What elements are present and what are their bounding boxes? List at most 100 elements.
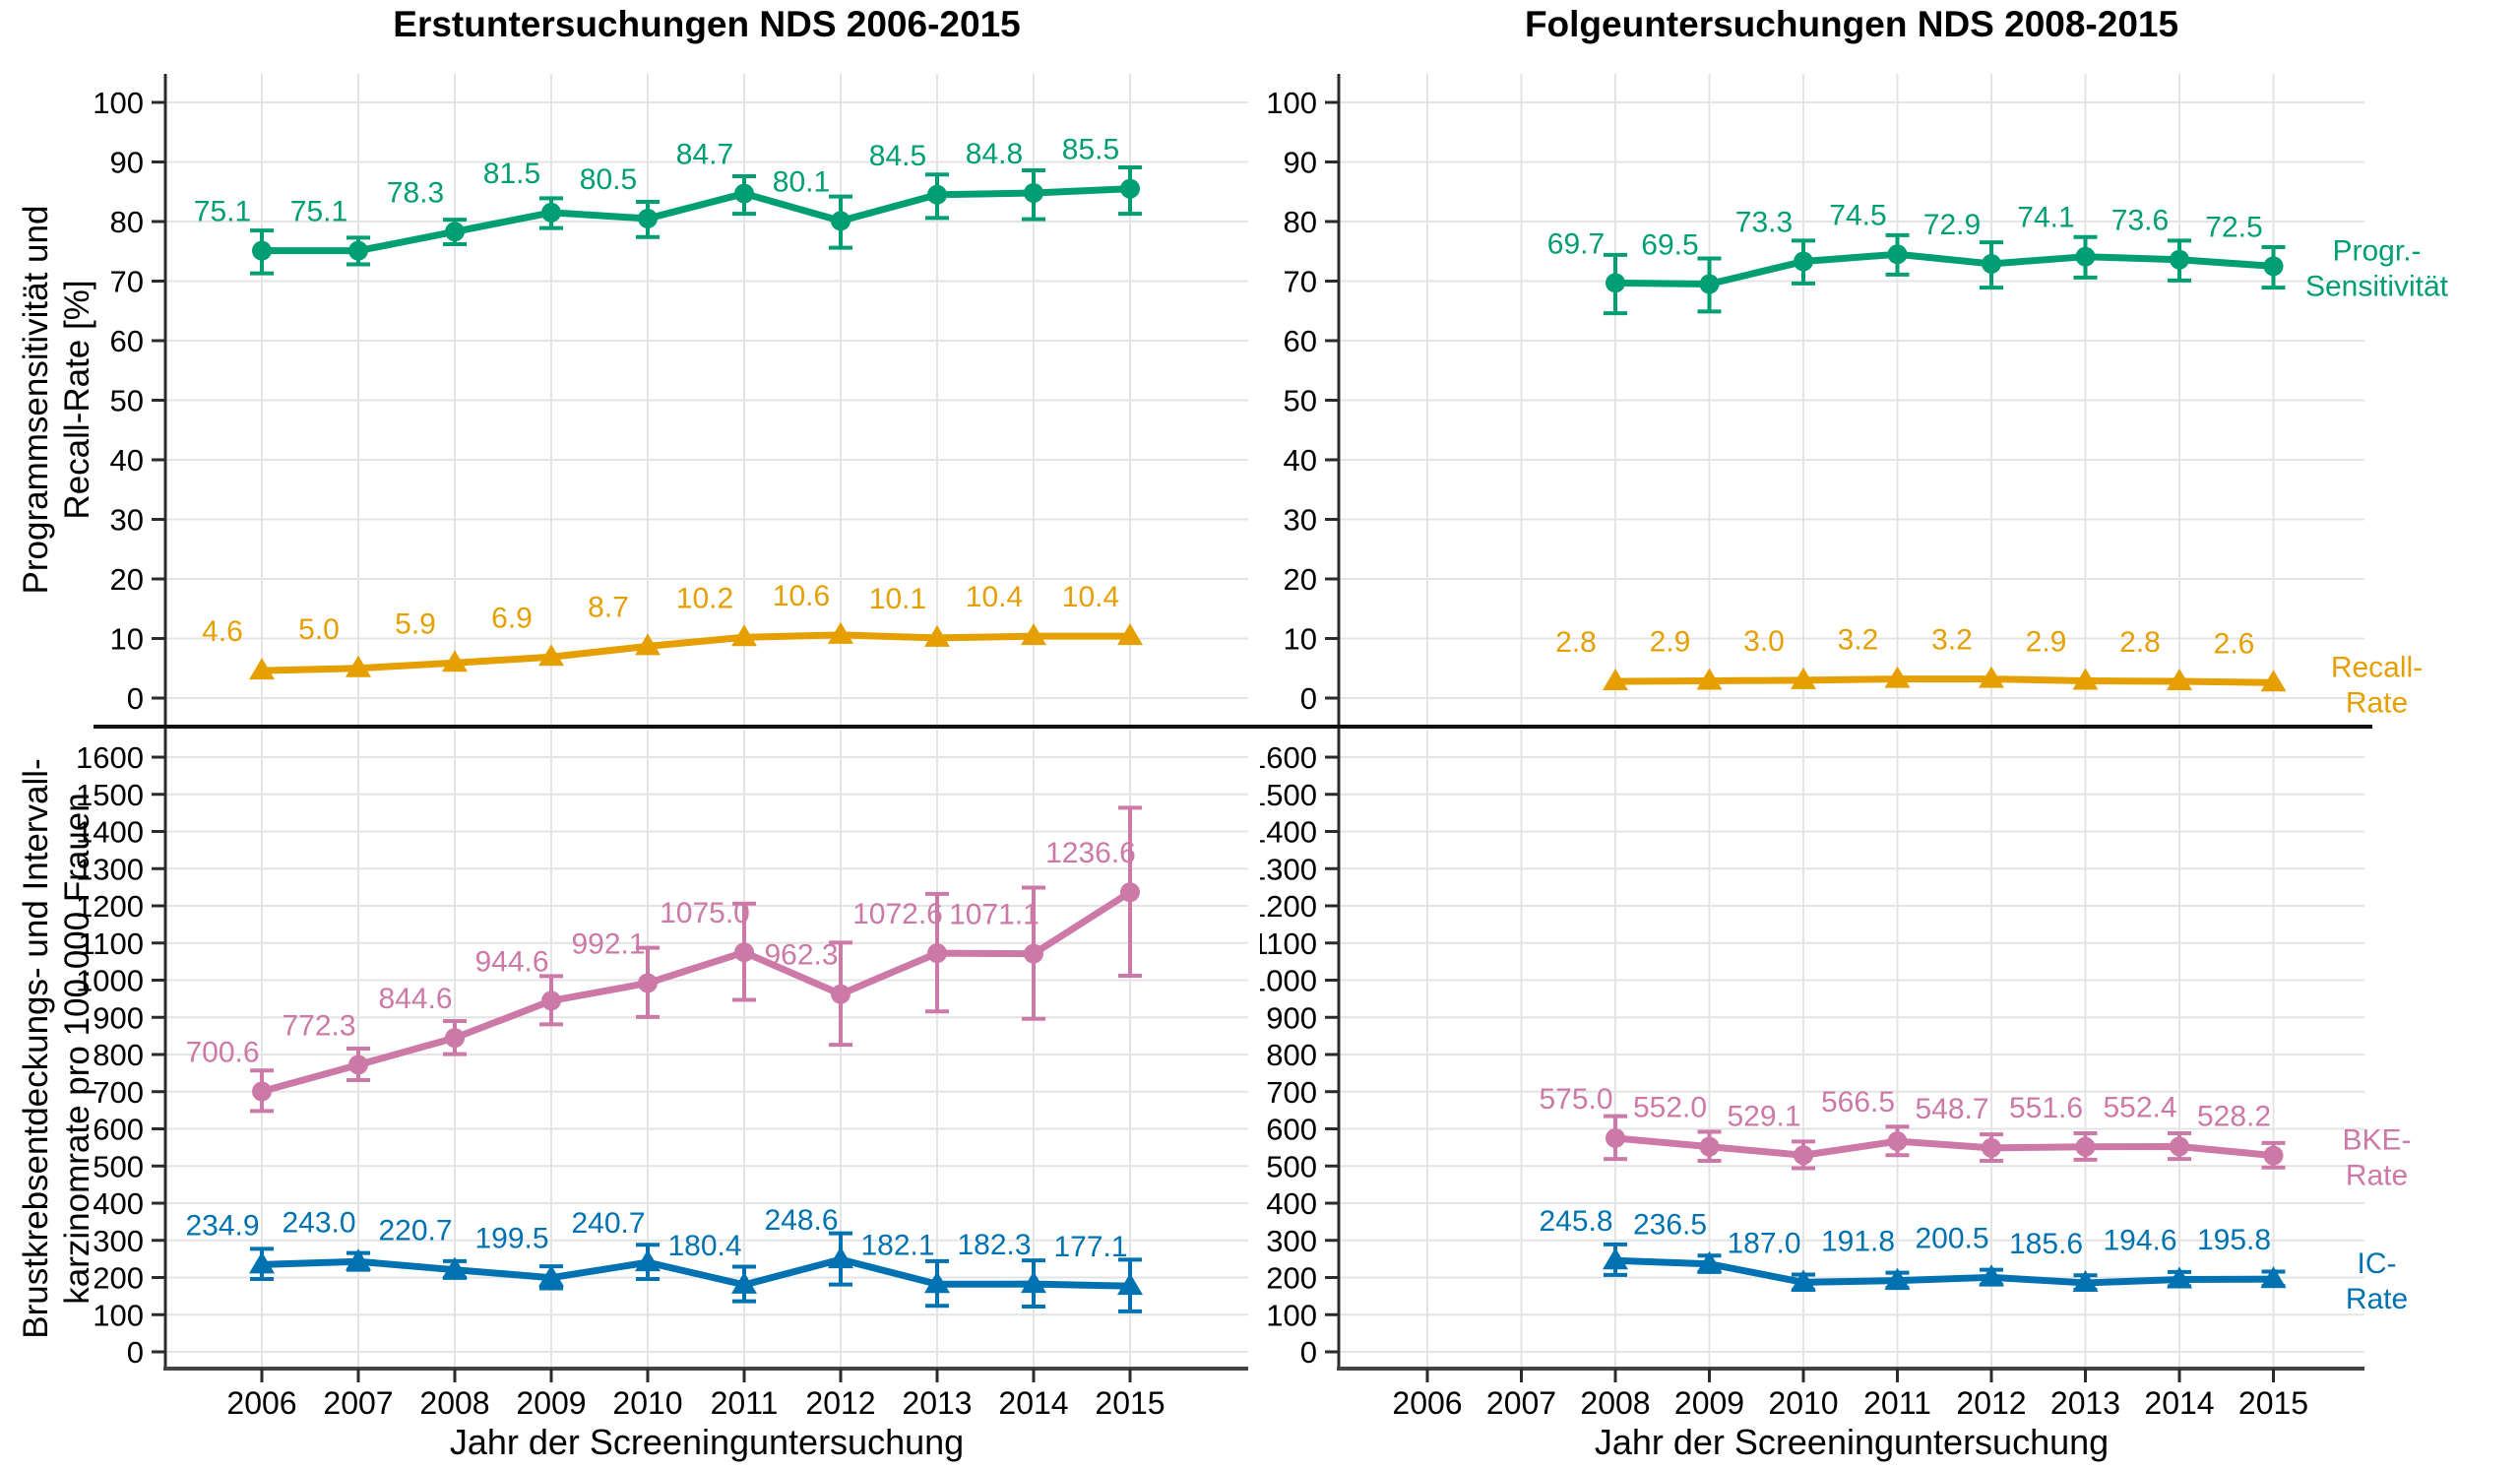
y-tick-label: 100 — [1266, 86, 1317, 120]
data-point — [635, 1249, 661, 1272]
data-point-label: 552.0 — [1633, 1092, 1707, 1124]
data-point-label: 1071.1 — [949, 899, 1040, 931]
data-point-label: 575.0 — [1539, 1083, 1612, 1116]
data-point — [442, 650, 468, 672]
x-tick-label: 2014 — [2144, 1385, 2214, 1421]
x-tick-label: 2007 — [323, 1385, 393, 1421]
data-point-label: 2.9 — [1650, 625, 1691, 658]
data-point — [1696, 1250, 1723, 1273]
data-point — [927, 943, 947, 964]
data-point-label: 80.1 — [773, 165, 830, 198]
series-end-label: Rate — [2346, 1283, 2408, 1315]
data-point-label: 236.5 — [1633, 1209, 1707, 1242]
data-point-label: 75.1 — [194, 196, 251, 228]
data-point-label: 177.1 — [1053, 1231, 1127, 1263]
data-point-label: 200.5 — [1915, 1222, 1988, 1254]
data-point — [1606, 273, 1625, 293]
data-point-label: 6.9 — [491, 602, 533, 634]
series-line-BKE-Rate — [1614, 1134, 2274, 1160]
y-tick-label: 600 — [93, 1113, 144, 1147]
y-tick-label: 900 — [93, 1000, 144, 1035]
x-tick-label: 2007 — [1486, 1385, 1556, 1421]
data-point-label: 548.7 — [1915, 1093, 1988, 1125]
data-point — [2075, 1136, 2096, 1157]
data-point — [445, 1028, 465, 1049]
data-point-label: 1236.6 — [1045, 837, 1136, 869]
data-point — [2170, 1136, 2189, 1157]
axes: 0102030405060708090100010020030040050060… — [1260, 74, 2364, 1421]
data-point — [635, 633, 661, 656]
y-tick-label: 1500 — [76, 778, 144, 812]
y-tick-label: 1000 — [76, 964, 144, 998]
series — [249, 164, 1143, 1313]
series-end-label: BKE- — [2342, 1124, 2411, 1157]
series-end-label: IC- — [2358, 1247, 2397, 1280]
y-tick-label: 300 — [93, 1224, 144, 1258]
data-point-label: 234.9 — [185, 1209, 259, 1242]
data-point — [348, 240, 368, 261]
data-point-label: 552.4 — [2103, 1091, 2176, 1123]
x-tick-label: 2009 — [516, 1385, 586, 1421]
series-line-IC-Rate — [1614, 1256, 2274, 1287]
data-point-label: 74.1 — [2017, 202, 2074, 234]
data-point — [2072, 668, 2099, 690]
data-point — [2072, 1269, 2099, 1292]
y-tick-label: 1000 — [1260, 964, 1317, 998]
gridlines — [165, 74, 1248, 1369]
y-tick-label: 50 — [110, 384, 144, 418]
x-tick-label: 2015 — [2238, 1385, 2308, 1421]
data-point — [1117, 1273, 1143, 1296]
axes: 0102030405060708090100010020030040050060… — [76, 74, 1248, 1421]
data-point-label: 73.6 — [2111, 205, 2169, 237]
gridlines — [1339, 74, 2364, 1369]
data-point-label: 194.6 — [2103, 1225, 2176, 1257]
data-point-label: 195.8 — [2197, 1224, 2271, 1256]
data-point — [2263, 256, 2284, 277]
y-tick-label: 90 — [1284, 146, 1317, 180]
data-point-label: 5.9 — [395, 607, 436, 640]
data-point — [1979, 1264, 2004, 1287]
data-point — [831, 984, 850, 1004]
y-tick-label: 500 — [1266, 1149, 1317, 1183]
chart-title-left: Erstuntersuchungen NDS 2006-2015 — [393, 4, 1021, 44]
data-point — [1982, 253, 2001, 274]
x-tick-label: 2012 — [1956, 1385, 2026, 1421]
x-tick-label: 2012 — [805, 1385, 875, 1421]
chart-left-svg: 0102030405060708090100010020030040050060… — [76, 74, 1248, 1421]
data-point-label: 191.8 — [1821, 1226, 1895, 1258]
data-point-label: 551.6 — [2009, 1092, 2083, 1124]
x-tick-label: 2009 — [1674, 1385, 1744, 1421]
series-line-Progr.-Sensitivität — [1614, 250, 2274, 288]
data-point — [442, 1256, 468, 1279]
series-end-label: Progr.- — [2332, 234, 2421, 267]
data-point-label: 700.6 — [185, 1037, 259, 1069]
data-point-label: 199.5 — [474, 1223, 548, 1255]
data-point — [1021, 623, 1046, 646]
data-point-label: 5.0 — [298, 613, 340, 646]
value-labels: 69.7 69.5 73.3 74.5 72.9 74.1 73.6 72.5 Progr.-S… — [1539, 199, 2448, 1315]
data-point — [252, 240, 272, 261]
y-tick-label: 20 — [110, 562, 144, 597]
data-point — [927, 184, 947, 205]
data-point-label: 2.9 — [2026, 625, 2067, 658]
series-end-label: Sensitivität — [2305, 270, 2449, 302]
data-point-label: 992.1 — [571, 927, 645, 960]
data-point — [1699, 1136, 1720, 1157]
data-point-label: 2.8 — [1555, 626, 1597, 659]
data-point — [1791, 1269, 1816, 1292]
y-tick-label: 100 — [93, 86, 144, 120]
y-tick-label: 1600 — [76, 740, 144, 775]
data-point-label: 220.7 — [378, 1215, 452, 1247]
y-tick-label: 100 — [1266, 1298, 1317, 1332]
y-tick-label: 200 — [93, 1261, 144, 1296]
series-line-BKE-Rate — [261, 889, 1132, 1095]
y-tick-label: 1500 — [1260, 778, 1317, 812]
data-point — [828, 621, 853, 644]
data-point — [252, 1081, 272, 1102]
x-tick-label: 2013 — [902, 1385, 972, 1421]
y-tick-label: 200 — [1266, 1261, 1317, 1296]
data-point — [1603, 669, 1628, 691]
y-tick-label: 1600 — [1260, 740, 1317, 775]
data-point-label: 75.1 — [290, 196, 347, 228]
series — [1603, 232, 2287, 1292]
